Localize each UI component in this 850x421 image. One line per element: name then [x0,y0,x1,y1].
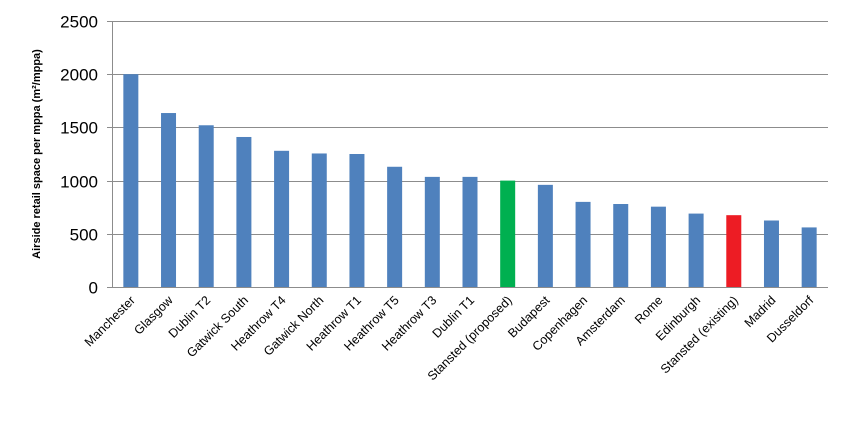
bar-madrid [763,220,779,287]
y-tick-label: 2500 [60,13,98,32]
bar-heathrow-t3 [424,176,440,287]
x-tick-label: Madrid [742,293,779,330]
bar-heathrow-t4 [274,150,290,287]
bar-manchester [123,74,139,287]
y-axis-label: Airside retail space per mppa (m²/mppa) [31,49,43,259]
bar-budapest [537,184,553,287]
y-tick-labels: 0 500 1000 1500 2000 2500 [60,13,98,298]
bar-edinburgh [688,213,704,287]
x-tick-label: Rome [632,293,666,327]
bars [123,74,817,287]
bar-dusseldorf [801,227,817,287]
bar-glasgow [161,113,177,287]
bar-copenhagen [575,201,591,287]
y-tick-label: 500 [70,226,98,245]
x-tick-label: Manchester [82,293,138,349]
y-tick-label: 0 [89,279,98,298]
bar-dublin-t2 [198,125,214,287]
bar-gatwick-north [311,153,327,287]
y-tick-label: 1500 [60,119,98,138]
bar-heathrow-t5 [387,166,403,287]
bar-heathrow-t1 [349,154,365,287]
bar-amsterdam [613,204,629,287]
axes [112,21,828,288]
bar-dublin-t1 [462,176,478,287]
y-tick-label: 2000 [60,66,98,85]
bar-rome [650,206,666,287]
gridlines [107,21,828,288]
bar-stansted-proposed [500,180,516,287]
bar-gatwick-south [236,136,252,287]
bar-stansted-existing [726,215,742,287]
y-tick-label: 1000 [60,173,98,192]
